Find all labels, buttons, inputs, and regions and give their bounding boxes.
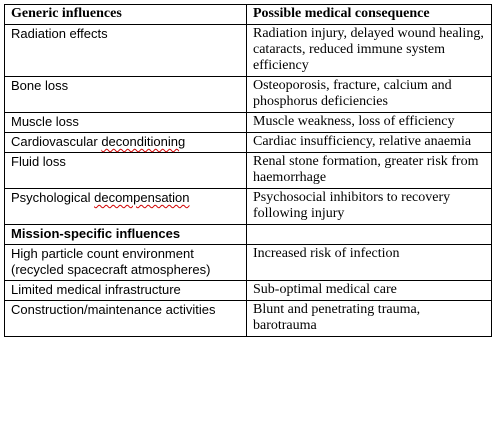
influence-cell: Construction/maintenance activities <box>4 300 247 337</box>
influence-cell: Radiation effects <box>4 24 247 77</box>
influence-cell: Cardiovascular deconditioning <box>4 132 247 153</box>
influence-cell: Muscle loss <box>4 112 247 133</box>
consequence-cell: Renal stone formation, greater risk from… <box>246 152 492 189</box>
influence-cell: Limited medical infrastructure <box>4 280 247 301</box>
table-row: Psychological decompensation Psychosocia… <box>4 188 492 225</box>
table-row: Limited medical infrastructure Sub-optim… <box>4 280 492 301</box>
consequence-cell: Increased risk of infection <box>246 244 492 281</box>
consequence-cell: Radiation injury, delayed wound healing,… <box>246 24 492 77</box>
empty-cell <box>246 224 492 245</box>
table-row: Construction/maintenance activities Blun… <box>4 300 492 337</box>
section-header-mission-specific: Mission-specific influences <box>4 224 247 245</box>
consequence-cell: Cardiac insufficiency, relative anaemia <box>246 132 492 153</box>
table-row: Fluid loss Renal stone formation, greate… <box>4 152 492 189</box>
influence-cell: High particle count environment (recycle… <box>4 244 247 281</box>
influence-cell: Bone loss <box>4 76 247 113</box>
table-row: Cardiovascular deconditioning Cardiac in… <box>4 132 492 153</box>
medical-influences-table: Generic influences Possible medical cons… <box>4 4 492 337</box>
consequence-cell: Osteoporosis, fracture, calcium and phos… <box>246 76 492 113</box>
table-row: Bone loss Osteoporosis, fracture, calciu… <box>4 76 492 113</box>
influence-cell: Fluid loss <box>4 152 247 189</box>
consequence-cell: Blunt and penetrating trauma, barotrauma <box>246 300 492 337</box>
column-header-generic-influences: Generic influences <box>4 4 247 25</box>
consequence-cell: Muscle weakness, loss of efficiency <box>246 112 492 133</box>
influence-text: Cardiovascular <box>11 134 102 149</box>
influence-cell: Psychological decompensation <box>4 188 247 225</box>
spellcheck-marked-word: decompensation <box>94 190 190 205</box>
table-header-row: Generic influences Possible medical cons… <box>4 4 492 25</box>
table-row: Radiation effects Radiation injury, dela… <box>4 24 492 77</box>
table-row: Muscle loss Muscle weakness, loss of eff… <box>4 112 492 133</box>
consequence-cell: Sub-optimal medical care <box>246 280 492 301</box>
influence-text: Psychological <box>11 190 95 205</box>
spellcheck-marked-word: deconditioning <box>101 134 186 149</box>
section-header-row: Mission-specific influences <box>4 224 492 245</box>
table-row: High particle count environment (recycle… <box>4 244 492 281</box>
column-header-medical-consequence: Possible medical consequence <box>246 4 492 25</box>
consequence-cell: Psychosocial inhibitors to recovery foll… <box>246 188 492 225</box>
